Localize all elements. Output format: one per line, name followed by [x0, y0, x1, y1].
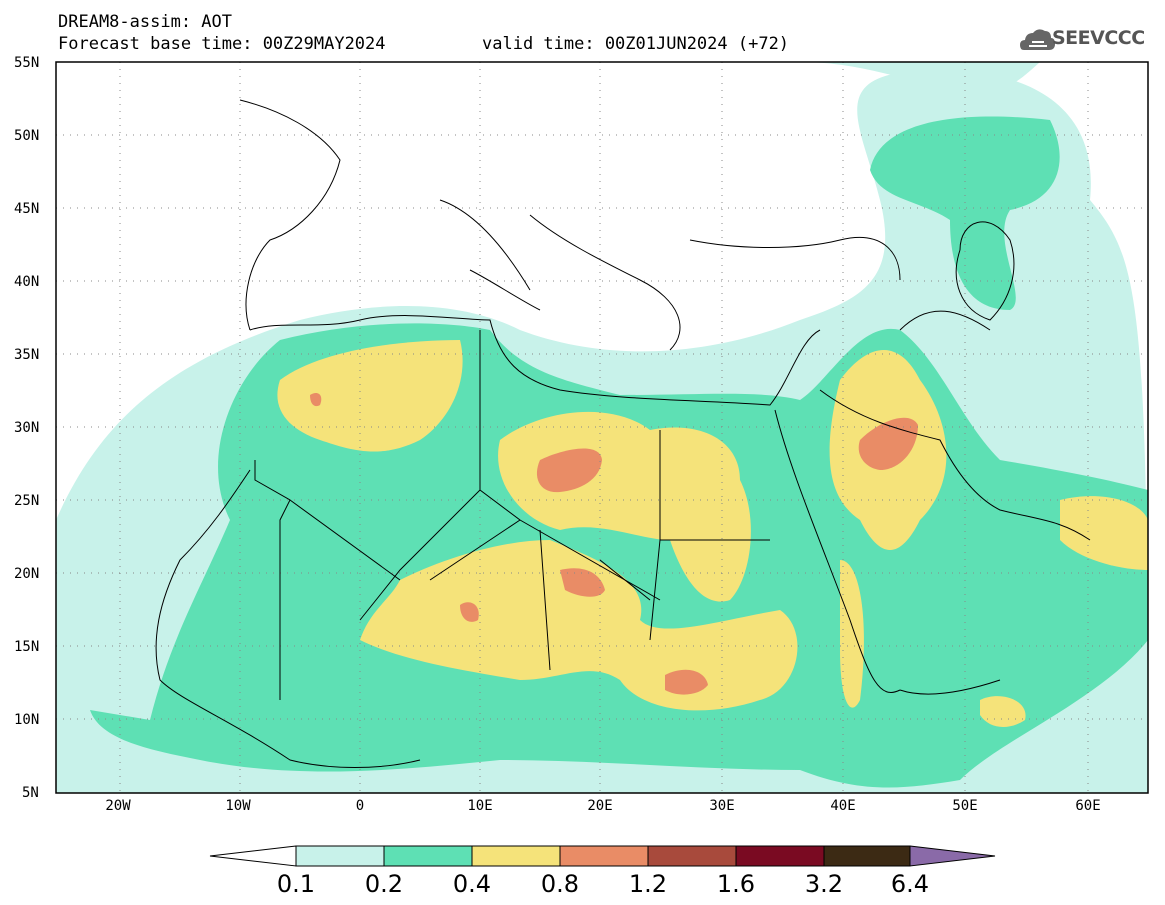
map-frame	[55, 61, 1149, 794]
colorbar-below-triangle	[209, 845, 297, 867]
colorbar-label: 6.4	[890, 870, 930, 898]
lat-label: 50N	[14, 128, 40, 144]
map-title: DREAM8-assim: AOT	[58, 12, 232, 32]
forecast-base-time: Forecast base time: 00Z29MAY2024	[58, 34, 386, 54]
colorbar-label: 3.2	[804, 870, 844, 898]
colorbar-label: 0.2	[364, 870, 404, 898]
lat-label: 25N	[14, 493, 40, 509]
lat-label: 30N	[14, 420, 40, 436]
valid-time: valid time: 00Z01JUN2024 (+72)	[482, 34, 790, 54]
map-graticule	[56, 62, 1148, 793]
colorbar-label: 0.8	[540, 870, 580, 898]
lat-label: 15N	[14, 639, 40, 655]
lon-label: 0	[355, 798, 365, 814]
lon-label: 50E	[952, 798, 978, 814]
lon-label: 10E	[467, 798, 493, 814]
colorbar	[209, 845, 996, 867]
lat-label: 20N	[14, 566, 40, 582]
colorbar-bin-4	[559, 845, 649, 867]
cloud-logo-icon	[1020, 29, 1055, 50]
lat-label: 45N	[14, 201, 40, 217]
lat-label: 40N	[14, 274, 40, 290]
lat-label: 10N	[14, 712, 40, 728]
lon-label: 20W	[105, 798, 131, 814]
aot-level-0.8	[310, 393, 918, 695]
colorbar-label: 1.2	[628, 870, 668, 898]
colorbar-label: 0.1	[276, 870, 316, 898]
logo-text: SEEVCCC	[1052, 27, 1145, 49]
colorbar-bin-5	[647, 845, 737, 867]
lon-label: 20E	[587, 798, 613, 814]
colorbar-label: 1.6	[716, 870, 756, 898]
lon-label: 40E	[830, 798, 856, 814]
lat-label: 35N	[14, 347, 40, 363]
lon-label: 30E	[709, 798, 735, 814]
colorbar-bin-1	[295, 845, 385, 867]
coastlines-borders	[155, 99, 1091, 768]
colorbar-label: 0.4	[452, 870, 492, 898]
colorbar-bin-6	[735, 845, 825, 867]
lon-label: 60E	[1075, 798, 1101, 814]
lat-label: 55N	[14, 55, 40, 71]
lon-label: 10W	[225, 798, 251, 814]
lat-label: 5N	[22, 785, 39, 801]
colorbar-bin-3	[471, 845, 561, 867]
colorbar-bin-7	[823, 845, 911, 867]
colorbar-above-triangle	[909, 845, 996, 867]
colorbar-bin-2	[383, 845, 473, 867]
